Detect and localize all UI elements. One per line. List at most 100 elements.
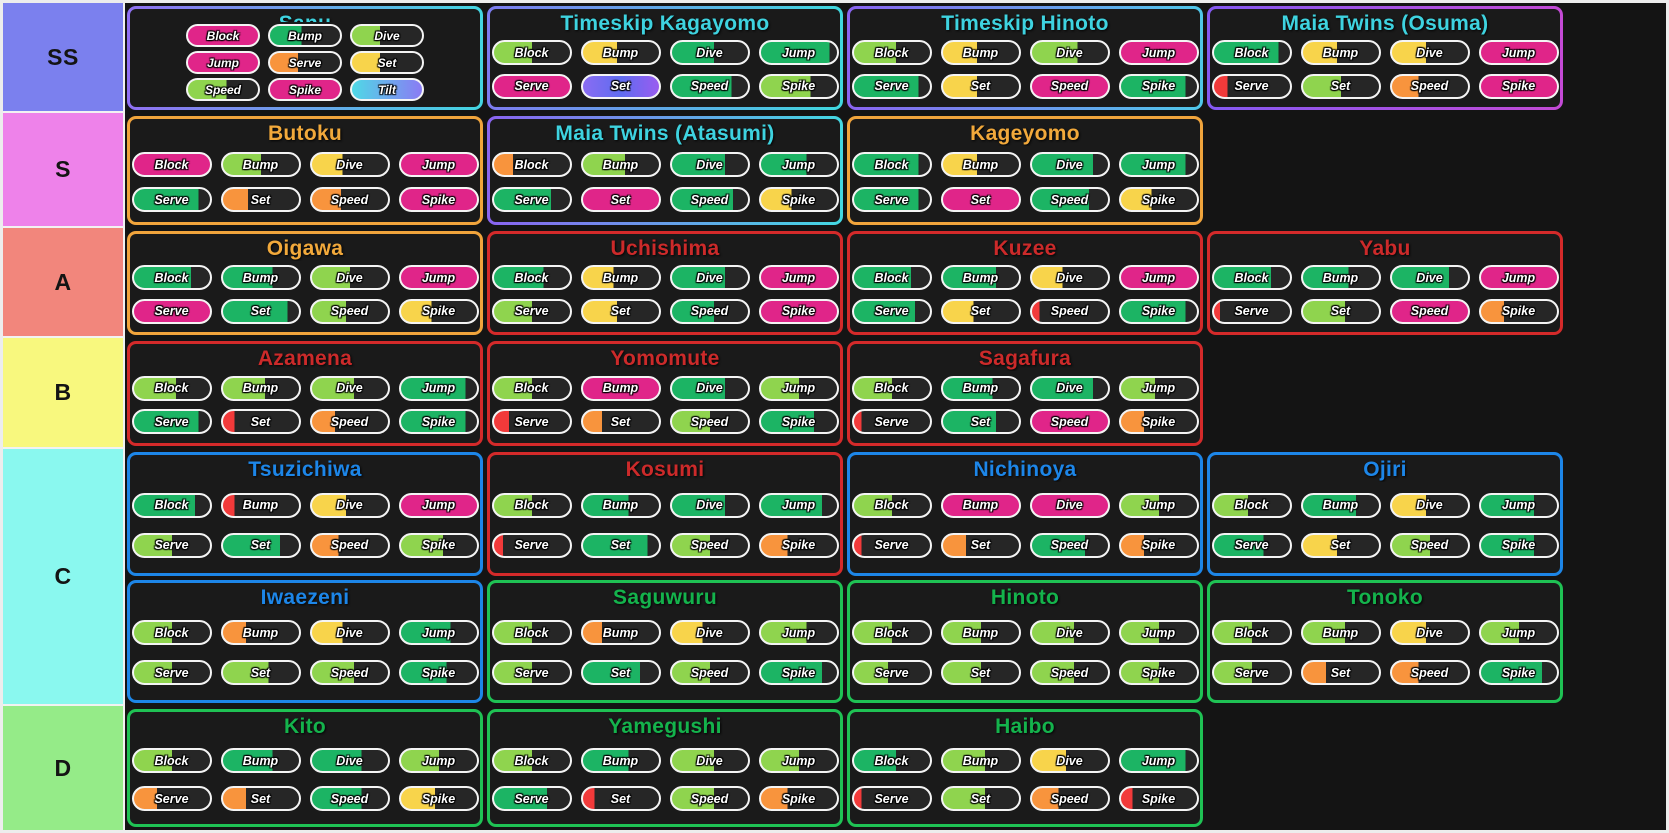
character-card[interactable]: Sanu Block Bump Dive Jump Serve Set Speed Spike T… (127, 6, 483, 110)
stat-pill-dive: Dive (309, 620, 390, 646)
stat-pill-set: Set (220, 298, 301, 324)
tier-row-ss: SS Sanu Block Bump Dive Jump Serve Set Speed Spik… (3, 3, 1666, 113)
character-card[interactable]: Azamena Block Bump Dive Jump Serve Set Speed Spi… (127, 341, 483, 446)
character-card[interactable]: Yomomute Block Bump Dive Jump Serve Set Speed Sp… (487, 341, 843, 446)
stat-pill-bump: Bump (580, 152, 661, 178)
stat-pill-serve: Serve (851, 786, 932, 812)
tier-label-c: C (3, 449, 125, 706)
stat-pill-bump: Bump (220, 375, 301, 401)
character-card[interactable]: Kito Block Bump Dive Jump Serve Set Speed Spike (127, 709, 483, 827)
stat-pill-dive: Dive (1029, 40, 1110, 66)
stat-pill-speed: Speed (669, 409, 750, 435)
character-card[interactable]: Iwaezeni Block Bump Dive Jump Serve Set Speed Sp… (127, 580, 483, 704)
stat-pill-serve: Serve (491, 532, 572, 558)
character-name: Kito (283, 715, 327, 738)
stat-pill-bump: Bump (1300, 40, 1381, 66)
stat-pill-serve: Serve (131, 187, 212, 213)
character-card[interactable]: Kosumi Block Bump Dive Jump Serve Set Speed Spik… (487, 452, 843, 576)
stat-pills: Block Bump Dive Jump Serve Set Speed Spike (131, 371, 479, 437)
character-card[interactable]: Sagafura Block Bump Dive Jump Serve Set Speed Sp… (847, 341, 1203, 446)
stat-pill-jump: Jump (1118, 152, 1199, 178)
stat-pill-jump: Jump (758, 40, 839, 66)
stat-pill-speed: Speed (1029, 409, 1110, 435)
character-card[interactable]: Yamegushi Block Bump Dive Jump Serve Set Speed S… (487, 709, 843, 827)
stat-pill-spike: Spike (1478, 73, 1559, 99)
stat-pills: Block Bump Dive Jump Serve Set Speed Spike (1211, 36, 1559, 101)
tier-label-s: S (3, 113, 125, 228)
character-card[interactable]: Maia Twins (Osuma) Block Bump Dive Jump Serve… (1207, 6, 1563, 110)
stat-pill-serve: Serve (851, 409, 932, 435)
stat-pill-serve: Serve (491, 660, 572, 686)
stat-pill-spike: Spike (758, 660, 839, 686)
character-card[interactable]: Uchishima Block Bump Dive Jump Serve Set Speed S… (487, 231, 843, 335)
stat-pill-speed: Speed (1029, 298, 1110, 324)
stat-pill-dive: Dive (1389, 40, 1470, 66)
tier-content-a: Oigawa Block Bump Dive Jump Serve Set Speed Spik… (125, 228, 1666, 338)
stat-pills: Block Bump Dive Jump Serve Set Speed Spike (1211, 610, 1559, 694)
stat-pill-speed: Speed (186, 78, 260, 101)
stat-pill-speed: Speed (309, 298, 390, 324)
stat-pill-set: Set (940, 660, 1021, 686)
character-card[interactable]: Kuzee Block Bump Dive Jump Serve Set Speed Spike (847, 231, 1203, 335)
stat-pill-spike: Spike (758, 187, 839, 213)
character-card[interactable]: Maia Twins (Atasumi) Block Bump Dive Jump Ser… (487, 116, 843, 225)
stat-pill-speed: Speed (309, 660, 390, 686)
stat-pill-speed: Speed (309, 187, 390, 213)
character-name: Kosumi (625, 458, 705, 481)
stat-pill-dive: Dive (1389, 265, 1470, 291)
stat-pill-speed: Speed (1389, 73, 1470, 99)
stat-pill-jump: Jump (398, 492, 479, 518)
stat-pill-speed: Speed (1389, 532, 1470, 558)
stat-pill-bump: Bump (220, 265, 301, 291)
stat-pill-set: Set (350, 51, 424, 74)
stat-pill-serve: Serve (1211, 660, 1292, 686)
stat-pill-spike: Spike (1478, 660, 1559, 686)
character-card[interactable]: Butoku Block Bump Dive Jump Serve Set Speed Spik… (127, 116, 483, 225)
stat-pill-spike: Spike (1478, 298, 1559, 324)
stat-pill-block: Block (1211, 620, 1292, 646)
character-card[interactable]: Timeskip Hinoto Block Bump Dive Jump Serve Set… (847, 6, 1203, 110)
stat-pill-dive: Dive (309, 492, 390, 518)
stat-pill-set: Set (580, 660, 661, 686)
character-name: Nichinoya (973, 458, 1077, 481)
character-card[interactable]: Oigawa Block Bump Dive Jump Serve Set Speed Spik… (127, 231, 483, 335)
character-card[interactable]: Saguwuru Block Bump Dive Jump Serve Set Speed Sp… (487, 580, 843, 704)
stat-pills: Block Bump Dive Jump Serve Set Speed Spike (131, 610, 479, 694)
stat-pill-spike: Spike (398, 187, 479, 213)
character-name: Oigawa (266, 237, 344, 260)
stat-pill-serve: Serve (268, 51, 342, 74)
stat-pill-set: Set (220, 786, 301, 812)
stat-pill-block: Block (491, 748, 572, 774)
stat-pill-bump: Bump (940, 375, 1021, 401)
tier-content-s: Butoku Block Bump Dive Jump Serve Set Speed Spik… (125, 113, 1666, 228)
stat-pill-spike: Spike (398, 660, 479, 686)
stat-pill-block: Block (491, 265, 572, 291)
character-name: Sagafura (978, 347, 1072, 370)
character-card[interactable]: Nichinoya Block Bump Dive Jump Serve Set Speed S… (847, 452, 1203, 576)
character-card[interactable]: Hinoto Block Bump Dive Jump Serve Set Speed Spik… (847, 580, 1203, 704)
stat-pill-dive: Dive (350, 24, 424, 47)
stat-pill-set: Set (1300, 73, 1381, 99)
stat-pill-dive: Dive (669, 40, 750, 66)
stat-pill-spike: Spike (1478, 532, 1559, 558)
character-card[interactable]: Kageyomo Block Bump Dive Jump Serve Set Speed Sp… (847, 116, 1203, 225)
character-card[interactable]: Yabu Block Bump Dive Jump Serve Set Speed Spike (1207, 231, 1563, 335)
character-card[interactable]: Tonoko Block Bump Dive Jump Serve Set Speed Spik… (1207, 580, 1563, 704)
stat-pills: Block Bump Dive Jump Serve Set Speed Spike (491, 371, 839, 437)
stat-pill-block: Block (131, 748, 212, 774)
stat-pill-spike: Spike (1118, 532, 1199, 558)
stat-pill-block: Block (131, 620, 212, 646)
stat-pill-block: Block (1211, 40, 1292, 66)
stat-pill-dive: Dive (669, 152, 750, 178)
stat-pill-set: Set (580, 786, 661, 812)
character-card[interactable]: Ojiri Block Bump Dive Jump Serve Set Speed Spike (1207, 452, 1563, 576)
stat-pill-serve: Serve (491, 187, 572, 213)
stat-pill-speed: Speed (669, 298, 750, 324)
character-card[interactable]: Tsuzichiwa Block Bump Dive Jump Serve Set Speed… (127, 452, 483, 576)
character-card[interactable]: Haibo Block Bump Dive Jump Serve Set Speed Spike (847, 709, 1203, 827)
stat-pill-spike: Spike (758, 298, 839, 324)
character-card[interactable]: Timeskip Kagayomo Block Bump Dive Jump Serve S… (487, 6, 843, 110)
stat-pill-jump: Jump (758, 375, 839, 401)
stat-pill-bump: Bump (940, 152, 1021, 178)
tier-label-a: A (3, 228, 125, 338)
